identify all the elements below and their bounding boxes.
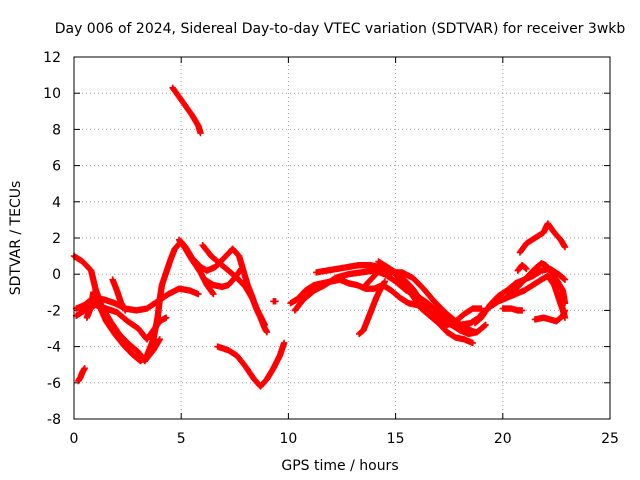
- series-track-4: [75, 365, 88, 385]
- y-tick-label: -8: [47, 412, 61, 428]
- series-track-24: [516, 220, 569, 256]
- plot-frame: [73, 56, 611, 420]
- data-point: [210, 290, 217, 298]
- series-track-17: [362, 263, 476, 347]
- series-track-7: [169, 84, 204, 137]
- series-track-21: [499, 305, 526, 314]
- series-track-23: [514, 261, 530, 274]
- y-tick-label: 6: [52, 159, 61, 175]
- data-point: [272, 298, 279, 305]
- data-point: [561, 243, 569, 251]
- data-point: [81, 365, 88, 372]
- x-tick-label: 10: [279, 431, 297, 447]
- series-track-16: [355, 278, 389, 338]
- series-track-6: [109, 276, 129, 314]
- y-tick-label: 4: [52, 195, 61, 211]
- data-point: [518, 307, 526, 314]
- data-point: [561, 299, 569, 307]
- data-point: [561, 307, 569, 314]
- data-point: [162, 314, 170, 321]
- data-point: [561, 276, 569, 283]
- y-tick-label: -4: [47, 340, 61, 356]
- data-point: [381, 278, 389, 285]
- chart-title: Day 006 of 2024, Sidereal Day-to-day VTE…: [55, 21, 626, 37]
- data-point: [482, 321, 489, 329]
- data-point: [481, 322, 488, 329]
- x-tick-label: 5: [177, 431, 186, 447]
- data-point: [156, 336, 163, 343]
- data-point: [195, 290, 202, 298]
- series-track-18: [375, 258, 485, 329]
- y-tick-label: 12: [43, 50, 61, 66]
- series-track-10: [201, 265, 245, 291]
- data-point: [238, 265, 245, 272]
- x-tick-label: 20: [494, 431, 512, 447]
- y-tick-label: -2: [47, 303, 61, 319]
- data-point: [122, 307, 129, 314]
- x-tick-label: 25: [601, 431, 619, 447]
- series-track-12: [270, 298, 279, 305]
- y-tick-label: 8: [52, 122, 61, 138]
- data-point: [523, 265, 530, 272]
- data-point: [471, 328, 479, 336]
- data-marks: [70, 84, 569, 390]
- data-point: [197, 129, 204, 137]
- y-tick-label: 10: [43, 86, 61, 102]
- x-tick-label: 0: [70, 431, 79, 447]
- axis-layer: 0 5 10 15 20 25 -8 -6 -4 -2 0 2 4 6 8 10 12: [43, 50, 619, 447]
- y-tick-label: -6: [47, 376, 61, 392]
- data-point: [280, 339, 288, 347]
- grid-layer: [74, 57, 610, 419]
- data-point: [237, 266, 244, 274]
- series-track-22: [506, 260, 569, 307]
- series-track-8: [175, 236, 217, 298]
- data-point: [209, 289, 216, 297]
- series-track-25: [531, 307, 569, 325]
- data-point: [263, 328, 271, 336]
- data-point: [261, 321, 269, 329]
- data-point: [469, 339, 476, 347]
- series-track-11: [214, 339, 288, 390]
- y-axis-title: SDTVAR / TECUs: [8, 181, 24, 296]
- x-axis-title: GPS time / hours: [281, 458, 398, 474]
- x-tick-label: 15: [387, 431, 405, 447]
- y-tick-label: 2: [52, 231, 61, 247]
- y-tick-label: 0: [52, 267, 61, 283]
